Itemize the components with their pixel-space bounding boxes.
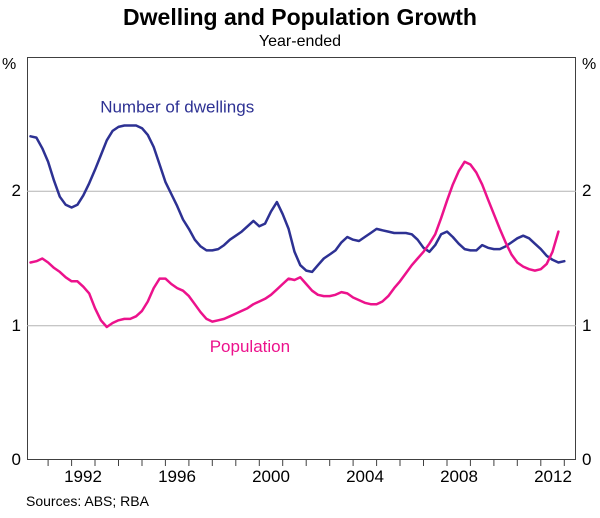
x-tick-label-2000: 2000 [252,467,290,486]
y-axis-unit-right: % [582,56,597,73]
y-tick-label-left-1: 1 [11,316,21,335]
source-note: Sources: ABS; RBA [26,493,149,509]
y-tick-label-right-0: 0 [582,450,592,469]
chart-subtitle: Year-ended [258,33,342,50]
y-tick-label-left-0: 0 [11,450,21,469]
x-tick-label-2008: 2008 [440,467,478,486]
y-tick-label-right-2: 2 [582,181,592,200]
plot-svg: Number of dwellings Population [27,98,576,466]
x-tick-label-1992: 1992 [64,467,102,486]
chart-title: Dwelling and Population Growth [123,4,477,30]
y-axis-unit-left: % [2,56,17,73]
x-tick-label-2004: 2004 [346,467,384,486]
y-tick-label-right-1: 1 [582,316,592,335]
series-label-population: Population [210,337,290,356]
x-tick-label-2012: 2012 [534,467,572,486]
plot-frame [27,57,576,460]
y-tick-label-left-2: 2 [11,181,21,200]
series-line-population [29,160,560,329]
series-label-number-of-dwellings: Number of dwellings [100,98,254,117]
series-line-number-of-dwellings [29,124,566,274]
x-tick-label-1996: 1996 [158,467,196,486]
